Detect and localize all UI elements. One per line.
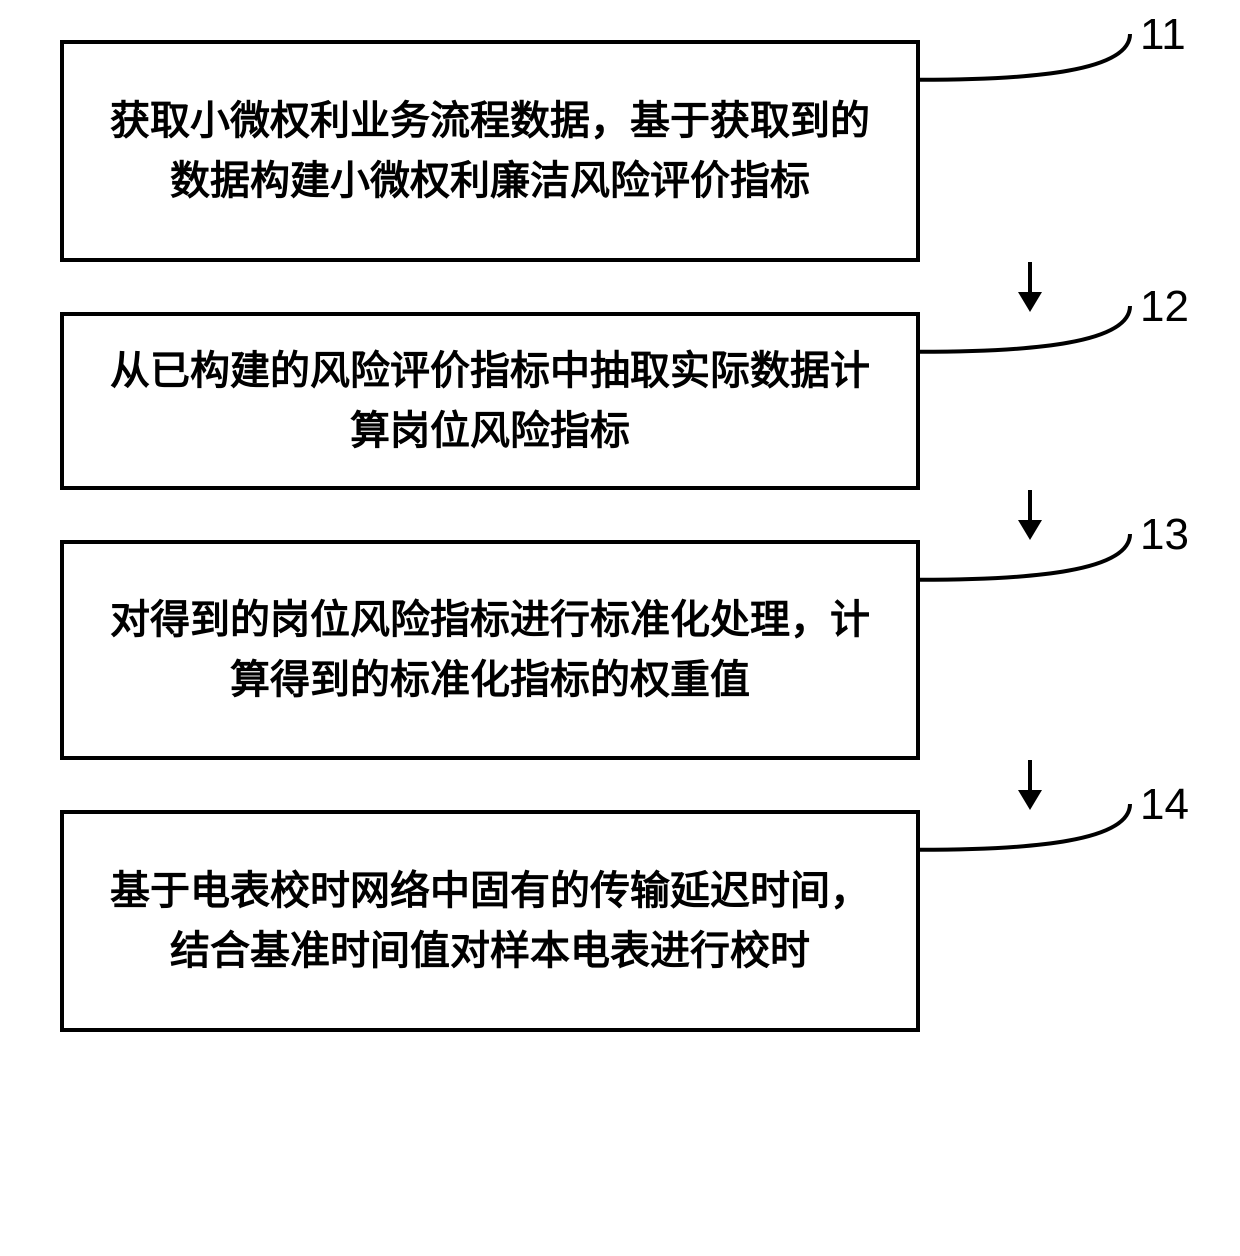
- step-label-13: 13: [1140, 510, 1189, 560]
- step-label-11: 11: [1140, 10, 1186, 60]
- step-box-11: 获取小微权利业务流程数据，基于获取到的数据构建小微权利廉洁风险评价指标: [60, 40, 920, 262]
- leader-line: [915, 29, 1135, 85]
- flow-arrow: [1010, 490, 1050, 540]
- step-label-14: 14: [1140, 780, 1189, 830]
- step-box-13: 对得到的岗位风险指标进行标准化处理，计算得到的标准化指标的权重值: [60, 540, 920, 760]
- flow-arrow: [1010, 760, 1050, 810]
- step-text: 基于电表校时网络中固有的传输延迟时间，结合基准时间值对样本电表进行校时: [94, 861, 886, 981]
- arrow-wrap: [470, 760, 1240, 810]
- step-text: 获取小微权利业务流程数据，基于获取到的数据构建小微权利廉洁风险评价指标: [94, 91, 886, 211]
- arrow-wrap: [470, 262, 1240, 312]
- flow-arrow: [1010, 262, 1050, 312]
- step-box-12: 从已构建的风险评价指标中抽取实际数据计算岗位风险指标: [60, 312, 920, 490]
- step-box-14: 基于电表校时网络中固有的传输延迟时间，结合基准时间值对样本电表进行校时: [60, 810, 920, 1032]
- step-text: 从已构建的风险评价指标中抽取实际数据计算岗位风险指标: [94, 341, 886, 461]
- step-label-12: 12: [1140, 282, 1189, 332]
- arrow-wrap: [470, 490, 1240, 540]
- step-text: 对得到的岗位风险指标进行标准化处理，计算得到的标准化指标的权重值: [94, 590, 886, 710]
